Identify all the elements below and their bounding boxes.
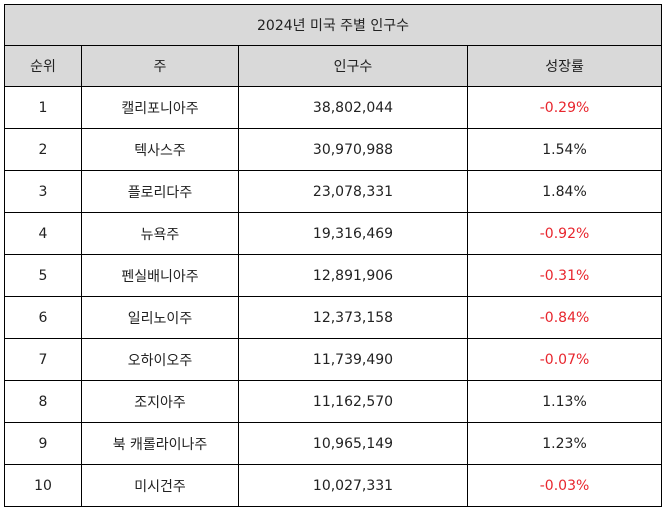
table-row: 6 일리노이주 12,373,158 -0.84% <box>4 296 663 339</box>
rank-cell: 10 <box>4 464 82 507</box>
table-row: 9 북 캐롤라이나주 10,965,149 1.23% <box>4 422 663 465</box>
state-cell: 일리노이주 <box>81 296 239 339</box>
growth-cell: 1.13% <box>466 380 663 423</box>
population-cell: 11,162,570 <box>238 380 468 423</box>
table-row: 8 조지아주 11,162,570 1.13% <box>4 380 663 423</box>
table-row: 5 펜실배니아주 12,891,906 -0.31% <box>4 254 663 297</box>
population-table: 2024년 미국 주별 인구수 순위 주 인구수 성장률 1 캘리포니아주 38… <box>3 4 663 507</box>
growth-cell: -0.03% <box>466 464 663 507</box>
state-cell: 플로리다주 <box>81 170 239 213</box>
population-cell: 38,802,044 <box>238 86 468 129</box>
header-state: 주 <box>81 45 239 87</box>
growth-cell: 1.54% <box>466 128 663 171</box>
table-header-row: 순위 주 인구수 성장률 <box>4 45 663 87</box>
rank-cell: 1 <box>4 86 82 129</box>
population-table-container: 2024년 미국 주별 인구수 순위 주 인구수 성장률 1 캘리포니아주 38… <box>3 4 663 507</box>
state-cell: 조지아주 <box>81 380 239 423</box>
header-population: 인구수 <box>238 45 468 87</box>
state-cell: 펜실배니아주 <box>81 254 239 297</box>
growth-cell: -0.29% <box>466 86 663 129</box>
rank-cell: 3 <box>4 170 82 213</box>
growth-cell: -0.92% <box>466 212 663 255</box>
table-row: 1 캘리포니아주 38,802,044 -0.29% <box>4 86 663 129</box>
state-cell: 북 캐롤라이나주 <box>81 422 239 465</box>
rank-cell: 2 <box>4 128 82 171</box>
population-cell: 10,027,331 <box>238 464 468 507</box>
population-cell: 10,965,149 <box>238 422 468 465</box>
state-cell: 미시건주 <box>81 464 239 507</box>
population-cell: 30,970,988 <box>238 128 468 171</box>
rank-cell: 5 <box>4 254 82 297</box>
population-cell: 12,891,906 <box>238 254 468 297</box>
header-growth: 성장률 <box>466 45 663 87</box>
table-row: 3 플로리다주 23,078,331 1.84% <box>4 170 663 213</box>
population-cell: 19,316,469 <box>238 212 468 255</box>
table-row: 10 미시건주 10,027,331 -0.03% <box>4 464 663 507</box>
growth-cell: 1.23% <box>466 422 663 465</box>
state-cell: 텍사스주 <box>81 128 239 171</box>
table-title-row: 2024년 미국 주별 인구수 <box>3 4 663 46</box>
population-cell: 12,373,158 <box>238 296 468 339</box>
rank-cell: 4 <box>4 212 82 255</box>
population-cell: 11,739,490 <box>238 338 468 381</box>
table-row: 7 오하이오주 11,739,490 -0.07% <box>4 338 663 381</box>
state-cell: 캘리포니아주 <box>81 86 239 129</box>
rank-cell: 7 <box>4 338 82 381</box>
state-cell: 뉴욕주 <box>81 212 239 255</box>
growth-cell: -0.31% <box>466 254 663 297</box>
state-cell: 오하이오주 <box>81 338 239 381</box>
rank-cell: 6 <box>4 296 82 339</box>
growth-cell: -0.07% <box>466 338 663 381</box>
growth-cell: -0.84% <box>466 296 663 339</box>
table-title: 2024년 미국 주별 인구수 <box>3 4 663 46</box>
table-row: 2 텍사스주 30,970,988 1.54% <box>4 128 663 171</box>
rank-cell: 8 <box>4 380 82 423</box>
table-row: 4 뉴욕주 19,316,469 -0.92% <box>4 212 663 255</box>
growth-cell: 1.84% <box>466 170 663 213</box>
population-cell: 23,078,331 <box>238 170 468 213</box>
header-rank: 순위 <box>4 45 82 87</box>
rank-cell: 9 <box>4 422 82 465</box>
